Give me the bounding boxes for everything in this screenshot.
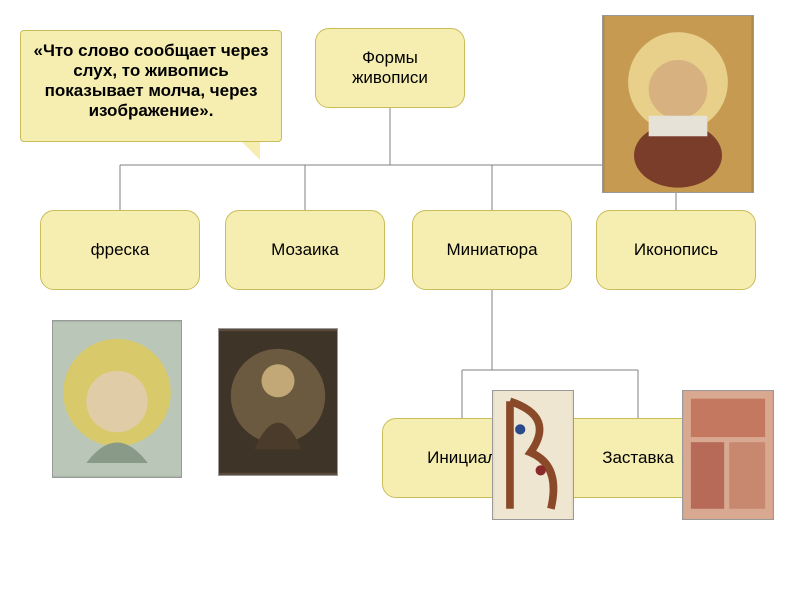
node-label: фреска (91, 240, 150, 260)
node-root-line1: Формы (352, 48, 428, 68)
image-mosaic-madonna (218, 328, 338, 476)
node-root: Формы живописи (315, 28, 465, 108)
node-label: Заставка (602, 448, 674, 468)
quote-callout-tail (242, 142, 260, 160)
node-miniature: Миниатюра (412, 210, 572, 290)
node-fresco: фреска (40, 210, 200, 290)
image-manuscript-initial (492, 390, 574, 520)
node-label: Миниатюра (446, 240, 537, 260)
image-fresco-head (52, 320, 182, 478)
image-manuscript-zastavka (682, 390, 774, 520)
node-label: Мозаика (271, 240, 339, 260)
node-mosaic: Мозаика (225, 210, 385, 290)
image-icon-saint (602, 15, 754, 193)
node-label: Иконопись (634, 240, 718, 260)
node-iconpaint: Иконопись (596, 210, 756, 290)
quote-callout: «Что слово сообщает через слух, то живоп… (20, 30, 282, 142)
node-label: Инициал (427, 448, 497, 468)
quote-text: «Что слово сообщает через слух, то живоп… (34, 41, 269, 120)
node-root-line2: живописи (352, 68, 428, 88)
